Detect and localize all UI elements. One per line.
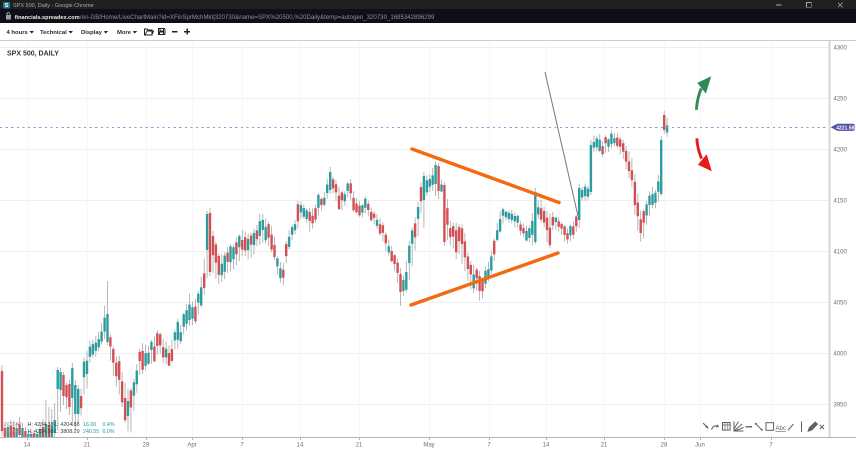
- svg-text:4 hours: 4 hours: [7, 30, 29, 36]
- svg-text:Abc: Abc: [776, 426, 786, 432]
- svg-text:14: 14: [297, 443, 304, 449]
- svg-text:21: 21: [84, 443, 91, 449]
- svg-text:4150: 4150: [834, 198, 848, 204]
- svg-text:3950: 3950: [834, 402, 848, 408]
- svg-text:14: 14: [543, 443, 550, 449]
- svg-text:21: 21: [601, 443, 608, 449]
- svg-text:May: May: [423, 443, 434, 449]
- svg-text:More: More: [117, 30, 132, 36]
- svg-text:0.4%: 0.4%: [103, 422, 115, 428]
- svg-text:7: 7: [769, 443, 773, 449]
- svg-text:16.00: 16.00: [83, 422, 96, 428]
- svg-text:4200: 4200: [834, 147, 848, 153]
- svg-text:Apr: Apr: [187, 443, 196, 449]
- svg-text:4221.58: 4221.58: [836, 125, 854, 131]
- svg-text:7: 7: [240, 443, 244, 449]
- svg-text:TODAY:: TODAY:: [4, 422, 23, 428]
- svg-text:SPX 500, DAILY: SPX 500, DAILY: [7, 51, 59, 58]
- svg-text:S: S: [5, 3, 9, 9]
- svg-text:4250: 4250: [834, 96, 848, 102]
- svg-text:Display: Display: [81, 30, 103, 36]
- svg-text:H: 4234.38: H: 4234.38: [28, 429, 54, 435]
- svg-text:Jun: Jun: [695, 443, 705, 449]
- svg-text:4300: 4300: [834, 45, 848, 51]
- svg-text:7: 7: [487, 443, 491, 449]
- svg-text:28: 28: [661, 443, 668, 449]
- svg-text:L: 3808.29: L: 3808.29: [55, 429, 80, 435]
- svg-text:Technical: Technical: [40, 30, 67, 36]
- svg-text:21: 21: [356, 443, 363, 449]
- svg-text:28: 28: [143, 443, 150, 449]
- svg-text:H: 4234.38: H: 4234.38: [28, 422, 54, 428]
- svg-text:4100: 4100: [834, 249, 848, 255]
- svg-text:CHART:: CHART:: [4, 429, 23, 435]
- svg-text:14: 14: [24, 443, 31, 449]
- svg-text:4050: 4050: [834, 300, 848, 306]
- svg-text:/en-GB/Home/LiveChartMain?id=X: /en-GB/Home/LiveChartMain?id=XFinSprMchM…: [80, 14, 435, 21]
- svg-text:L: 4204.88: L: 4204.88: [55, 422, 80, 428]
- svg-text:SPX 500, Daily - Google Chrome: SPX 500, Daily - Google Chrome: [13, 3, 94, 9]
- svg-text:financials.spreadex.com: financials.spreadex.com: [15, 15, 80, 21]
- svg-text:6.0%: 6.0%: [103, 429, 115, 435]
- svg-text:240.55: 240.55: [83, 429, 99, 435]
- svg-text:4000: 4000: [834, 351, 848, 357]
